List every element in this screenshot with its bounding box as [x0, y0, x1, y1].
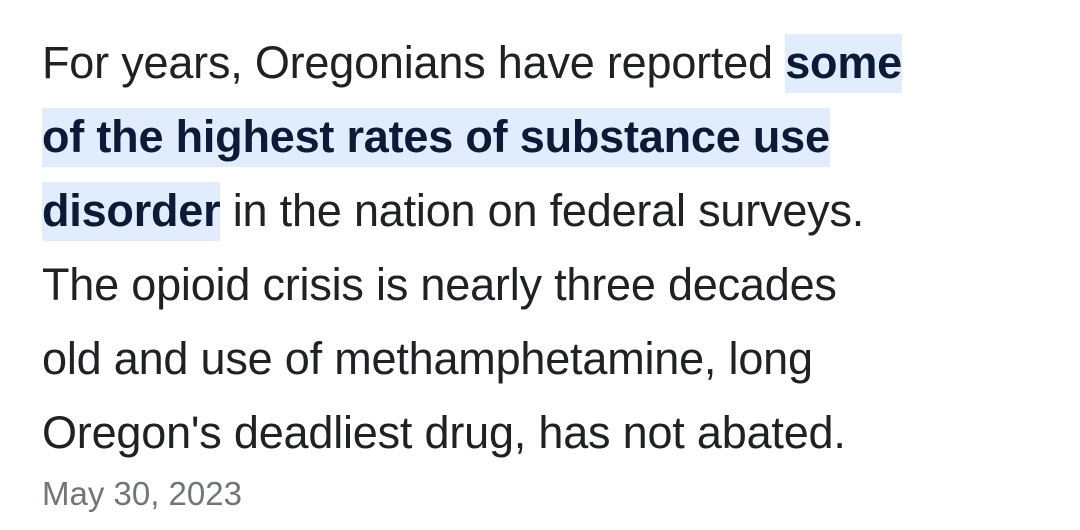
snippet-text: Oregon's deadliest drug, has not abated. — [42, 407, 846, 458]
highlighted-text: some — [785, 34, 902, 93]
highlighted-text: of the highest rates of substance use — [42, 108, 830, 167]
featured-snippet-text: For years, Oregonians have reported some… — [42, 26, 1042, 470]
snippet-text: old and use of methamphetamine, long — [42, 333, 813, 384]
snippet-line-1: For years, Oregonians have reported some — [42, 26, 1042, 100]
snippet-line-5: old and use of methamphetamine, long — [42, 322, 1042, 396]
snippet-line-2: of the highest rates of substance use — [42, 100, 1042, 174]
snippet-text: For years, Oregonians have reported — [42, 37, 786, 88]
snippet-date: May 30, 2023 — [42, 475, 242, 512]
snippet-line-3: disorder in the nation on federal survey… — [42, 174, 1042, 248]
snippet-line-6: Oregon's deadliest drug, has not abated. — [42, 396, 1042, 470]
snippet-text: The opioid crisis is nearly three decade… — [42, 259, 837, 310]
snippet-text: in the nation on federal surveys. — [220, 185, 865, 236]
highlighted-text: disorder — [42, 182, 221, 241]
snippet-line-4: The opioid crisis is nearly three decade… — [42, 248, 1042, 322]
